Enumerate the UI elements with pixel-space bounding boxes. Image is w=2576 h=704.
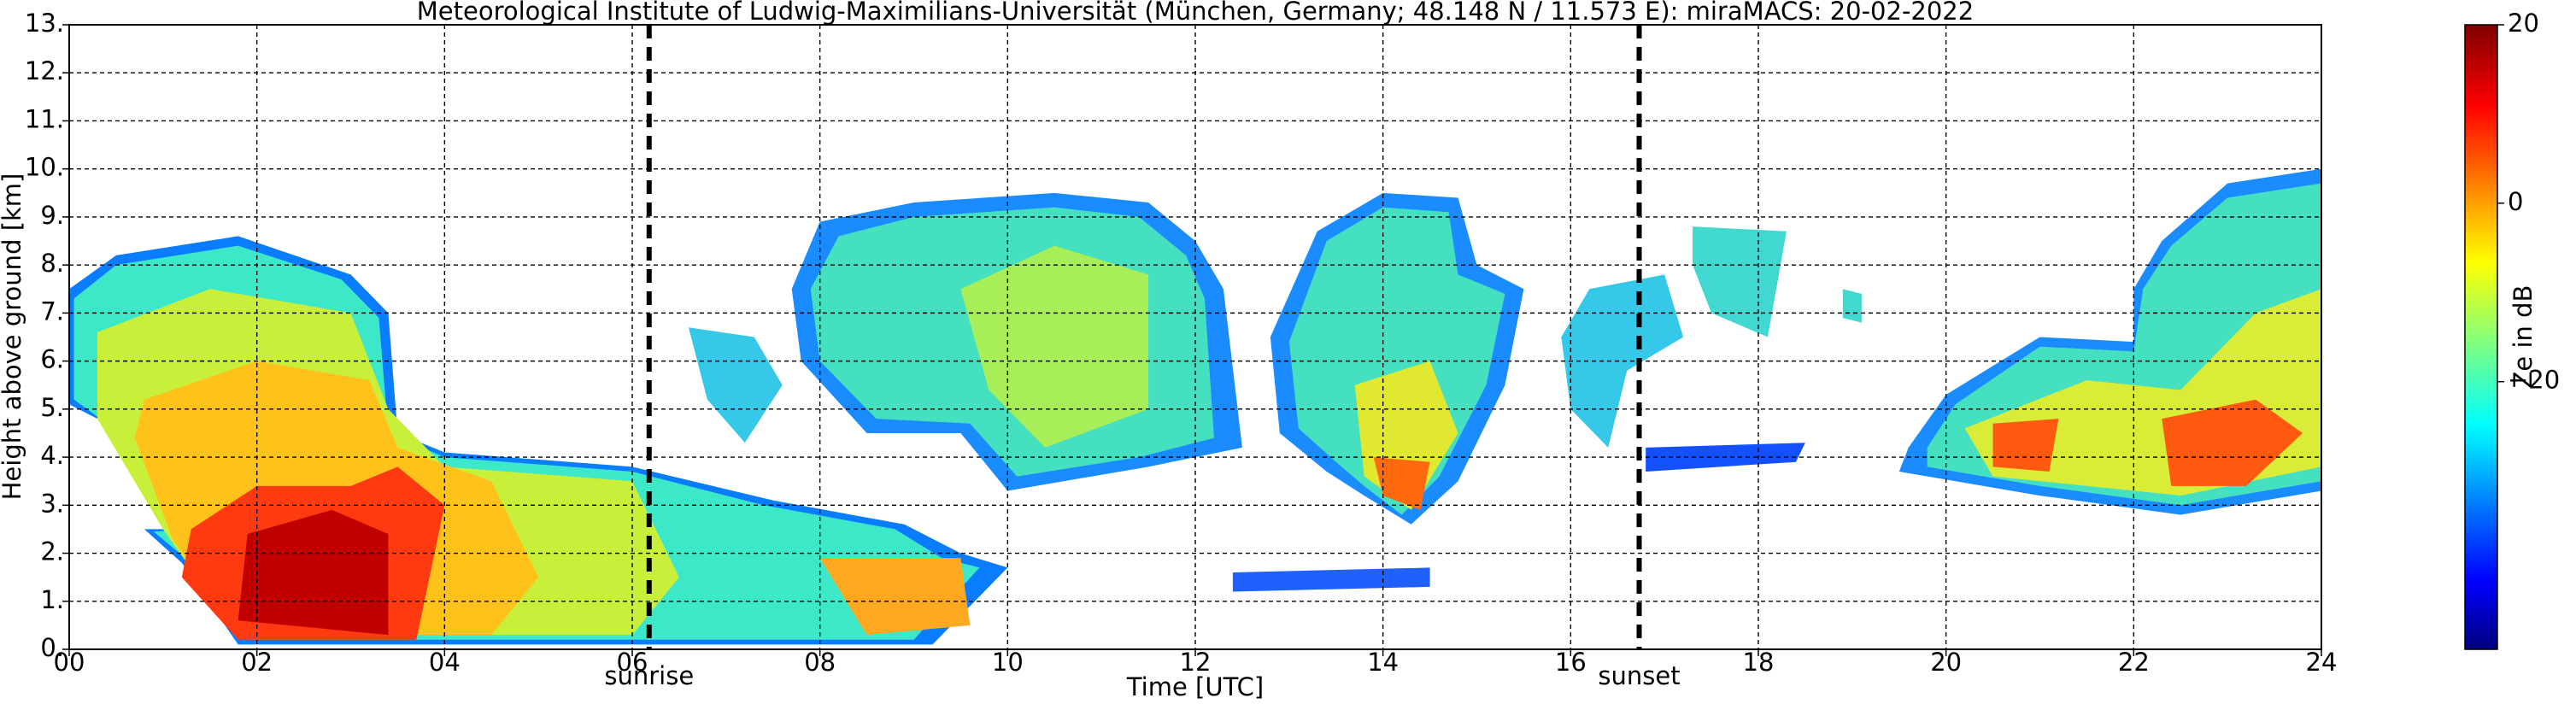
chart-title: Meteorological Institute of Ludwig-Maxim… xyxy=(417,0,1974,26)
x-tick-label: 18 xyxy=(1743,648,1775,677)
x-tick-label: 04 xyxy=(429,648,461,677)
y-axis-label: Height above ground [km] xyxy=(0,173,26,501)
x-tick-label: 20 xyxy=(1930,648,1962,677)
x-tick-label: 08 xyxy=(804,648,836,677)
x-tick-label: 14 xyxy=(1367,648,1399,677)
y-tick-label: 7. xyxy=(40,296,64,326)
y-tick-label: 9. xyxy=(40,201,64,230)
plot-frame xyxy=(68,24,2322,650)
event-label: sunrise xyxy=(604,661,694,690)
colorbar-tick-label: 0 xyxy=(2508,187,2523,216)
colorbar-tick-label: 20 xyxy=(2508,9,2539,38)
event-label: sunset xyxy=(1598,661,1680,690)
y-tick-label: 4. xyxy=(40,441,64,470)
y-tick-label: 8. xyxy=(40,249,64,278)
x-tick-label: 00 xyxy=(54,648,85,677)
x-tick-label: 16 xyxy=(1555,648,1587,677)
colorbar-label: Ze in dB xyxy=(2509,285,2538,389)
x-tick-label: 22 xyxy=(2118,648,2150,677)
x-tick-label: 02 xyxy=(241,648,273,677)
y-tick-label: 0. xyxy=(40,633,64,662)
axes: 00 02 04 06 08 10 12 14 16 18 20 22 24 0. 1. 2. 3. 4. 5. 6.… xyxy=(25,9,2338,677)
y-tick-label: 6. xyxy=(40,345,64,374)
y-tick-label: 11. xyxy=(25,104,64,133)
y-tick-label: 10. xyxy=(25,153,64,182)
y-tick-label: 5. xyxy=(40,393,64,422)
y-tick-label: 2. xyxy=(40,537,64,566)
y-tick-label: 1. xyxy=(40,585,64,614)
y-tick-label: 13. xyxy=(25,9,64,38)
x-tick-label: 12 xyxy=(1180,648,1212,677)
colorbar xyxy=(2464,24,2498,650)
x-tick-label: 06 xyxy=(617,648,648,677)
colorbar-tick-label: −20 xyxy=(2508,366,2560,395)
x-tick-label: 24 xyxy=(2306,648,2338,677)
x-axis-label: Time [UTC] xyxy=(1126,672,1264,701)
y-tick-label: 3. xyxy=(40,489,64,518)
x-tick-label: 10 xyxy=(992,648,1024,677)
y-tick-label: 12. xyxy=(25,56,64,85)
